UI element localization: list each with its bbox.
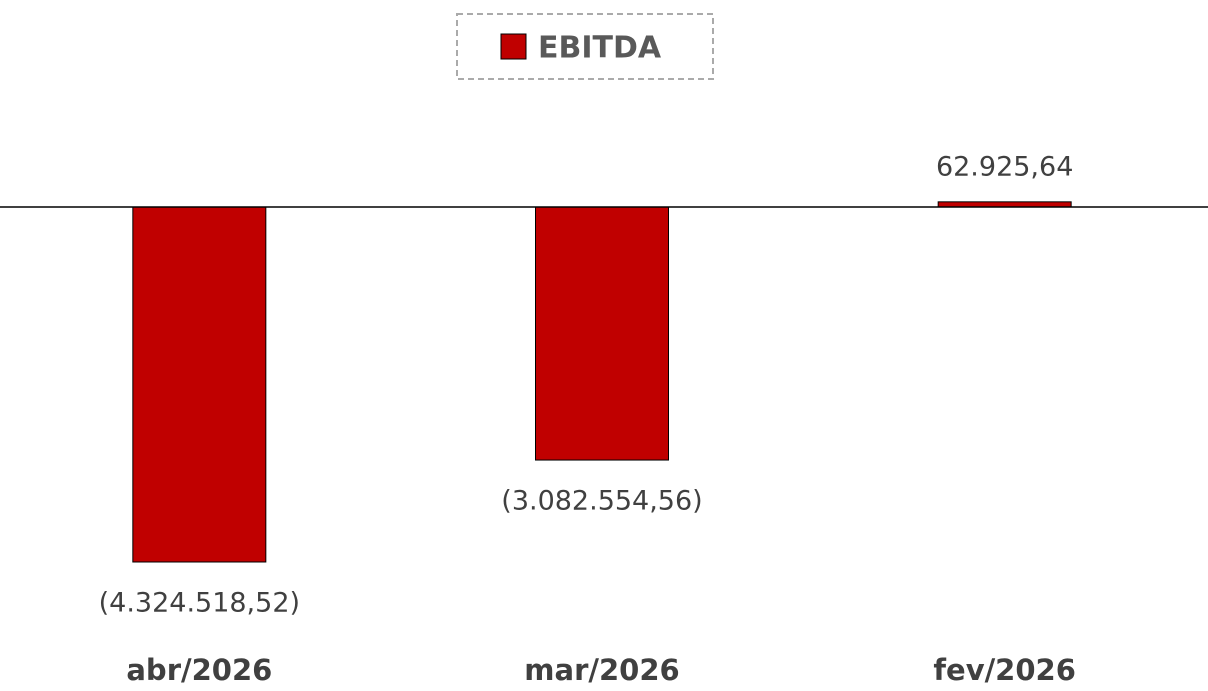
legend-label: EBITDA bbox=[538, 31, 662, 66]
value-label: 62.925,64 bbox=[936, 151, 1073, 182]
x-tick-label: abr/2026 bbox=[126, 653, 272, 687]
legend-swatch bbox=[500, 33, 527, 60]
bar bbox=[937, 201, 1072, 208]
bar bbox=[535, 206, 669, 461]
value-label: (3.082.554,56) bbox=[501, 486, 702, 517]
value-label: (4.324.518,52) bbox=[99, 588, 300, 619]
x-tick-label: mar/2026 bbox=[524, 653, 679, 687]
bar bbox=[132, 206, 267, 563]
x-tick-label: fev/2026 bbox=[933, 653, 1076, 687]
